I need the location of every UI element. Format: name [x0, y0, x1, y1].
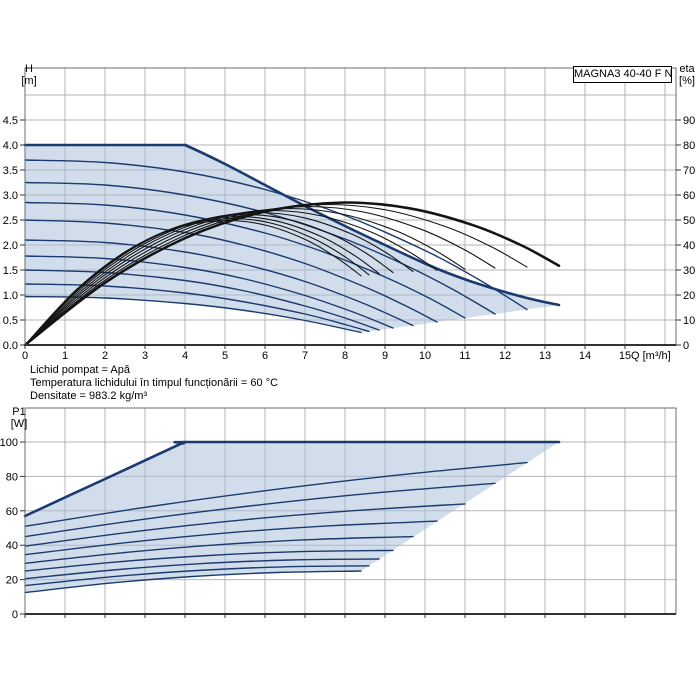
head-chart-efficiency-curve-3: [24, 205, 496, 346]
power-chart-y-left-tick-label: 80: [6, 471, 18, 483]
power-chart-power-curve-8: [24, 558, 380, 580]
head-chart-y-right-tick-label: 60: [683, 190, 695, 202]
head-chart-x-tick-label: 0: [22, 350, 28, 362]
head-chart-y-left-tick-label: 0.0: [3, 340, 18, 352]
head-chart-y-right-tick-label: 10: [683, 315, 695, 327]
power-chart-y-left-tick-label: 100: [0, 437, 18, 449]
head-chart-x-tick-label: 9: [382, 350, 388, 362]
head-chart-pump-curve-6: [24, 239, 414, 327]
head-chart-x-tick-label: 6: [262, 350, 268, 362]
head-chart-x-tick-label: 13: [539, 350, 551, 362]
power-chart-y-left-tick-label: 40: [6, 540, 18, 552]
power-axis-title-line1: P1: [12, 406, 26, 418]
head-chart-pump-curve-1: [23, 143, 561, 307]
power-chart-y-left-tick-label: 60: [6, 506, 18, 518]
head-chart-y-right-tick-label: 30: [683, 265, 695, 277]
head-chart-x-tick-label: 2: [102, 350, 108, 362]
head-chart-x-tick-label: 4: [182, 350, 188, 362]
head-chart-y-right-tick-label: 70: [683, 165, 695, 177]
head-chart-pump-curve-10: [24, 295, 362, 334]
head-chart-efficiency-curve-4: [24, 207, 466, 346]
head-chart-x-tick-label: 3: [142, 350, 148, 362]
head-chart-y-left-tick-label: 1.5: [3, 265, 18, 277]
power-chart-power-curve-3: [24, 482, 496, 538]
head-chart-efficiency-curve-10: [24, 219, 362, 346]
pump-model-badge: MAGNA3 40-40 F N: [573, 66, 672, 83]
head-chart-y-right-tick-label: 40: [683, 240, 695, 252]
head-chart-y-right-tick-label: 20: [683, 290, 695, 302]
head-chart-x-tick-label: 12: [499, 350, 511, 362]
head-chart-pump-curve-9: [24, 283, 370, 333]
head-chart-x-tick-label: 7: [302, 350, 308, 362]
power-chart-y-left-tick-label: 20: [6, 575, 18, 587]
power-chart-power-curve-2: [24, 461, 528, 527]
eta-axis-title-line2: [%]: [679, 75, 695, 87]
head-chart-y-right-tick-label: 90: [683, 115, 695, 127]
power-chart-power-curve-9: [24, 565, 370, 587]
power-chart-power-curve-1: [23, 440, 561, 518]
power-axis-title-line2: [W]: [10, 418, 28, 430]
head-chart-efficiency-curve-6: [24, 211, 414, 346]
head-chart-x-tick-label: 10: [419, 350, 431, 362]
power-chart-operating-envelope: [25, 442, 559, 593]
head-chart-y-left-tick-label: 0.5: [3, 315, 18, 327]
head-chart-y-left-tick-label: 3.5: [3, 165, 18, 177]
head-chart-operating-envelope: [25, 145, 559, 333]
pumped-liquid-text: Lichid pompat = Apă: [30, 364, 130, 376]
head-chart-x-tick-label: 5: [222, 350, 228, 362]
head-chart-pump-curve-2: [24, 159, 528, 311]
power-chart-power-curve-6: [24, 535, 414, 564]
density-text: Densitate = 983.2 kg/m³: [30, 390, 148, 402]
power-chart-power-curve-10: [24, 570, 362, 594]
eta-axis-title: eta [%]: [674, 63, 700, 87]
power-axis-title: P1 [W]: [4, 406, 34, 430]
head-chart-y-right-tick-label: 50: [683, 215, 695, 227]
head-chart-y-left-tick-label: 4.0: [3, 140, 18, 152]
head-chart-efficiency-curve-1: [23, 201, 561, 347]
head-chart-y-right-tick-label: 0: [683, 340, 689, 352]
liquid-temperature-text: Temperatura lichidului în timpul funcțio…: [30, 377, 279, 389]
head-chart-x-tick-label: 15: [619, 350, 631, 362]
head-chart-y-left-tick-label: 3.0: [3, 190, 18, 202]
head-axis-title-line1: H: [25, 63, 33, 75]
power-chart-power-curve-5: [24, 520, 438, 556]
head-chart-efficiency-curve-5: [24, 209, 438, 346]
power-chart-y-left-tick-label: 0: [12, 609, 18, 621]
head-chart-x-tick-label: 1: [62, 350, 68, 362]
power-chart-power-curve-7: [24, 549, 394, 572]
head-chart-y-left-tick-label: 4.5: [3, 115, 18, 127]
power-chart-power-curve-4: [24, 503, 466, 547]
head-chart-x-tick-label: 14: [579, 350, 591, 362]
head-chart-y-left-tick-label: 2.5: [3, 215, 18, 227]
head-chart-pump-curve-7: [24, 255, 394, 329]
eta-axis-title-line1: eta: [679, 63, 695, 75]
head-chart-x-tick-label: 11: [459, 350, 470, 362]
head-chart-pump-curve-4: [24, 201, 466, 319]
head-chart-efficiency-curve-7: [24, 213, 394, 346]
head-chart-y-right-tick-label: 80: [683, 140, 695, 152]
head-chart-pump-curve-5: [24, 219, 438, 323]
head-chart-y-left-tick-label: 1.0: [3, 290, 18, 302]
head-chart-x-tick-label: 8: [342, 350, 348, 362]
head-axis-title: H [m]: [14, 63, 44, 87]
head-chart-y-left-tick-label: 2.0: [3, 240, 18, 252]
head-axis-title-line2: [m]: [21, 75, 37, 87]
head-chart-efficiency-curve-2: [24, 203, 528, 346]
flow-axis-label: Q [m³/h]: [631, 350, 671, 362]
